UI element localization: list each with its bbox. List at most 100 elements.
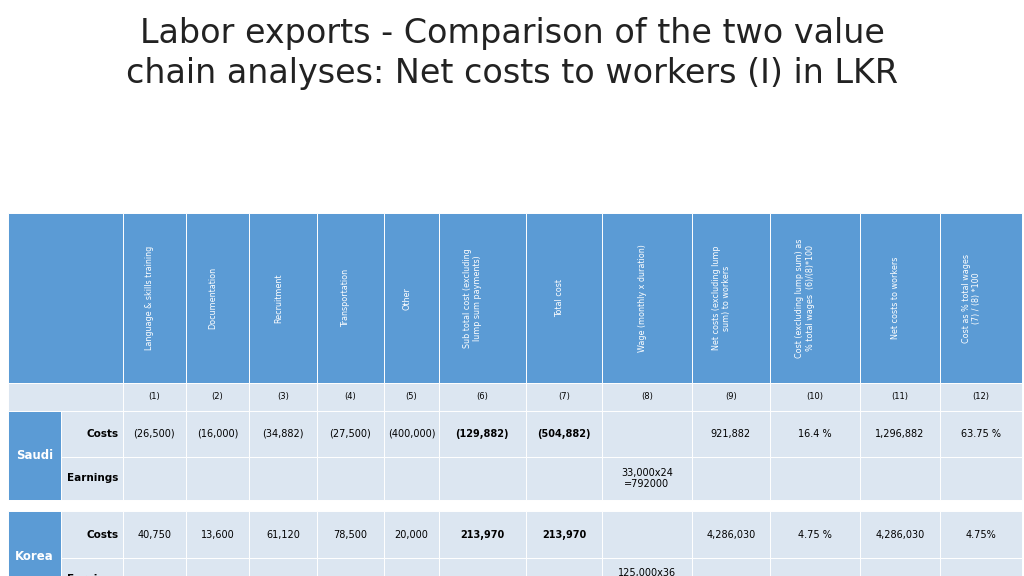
Bar xyxy=(602,500,691,511)
Bar xyxy=(691,558,770,576)
Bar xyxy=(60,457,123,500)
Bar xyxy=(602,457,691,500)
Bar xyxy=(859,511,940,558)
Text: (3): (3) xyxy=(276,392,289,401)
Bar xyxy=(770,511,859,558)
Bar xyxy=(123,383,186,411)
Text: (12): (12) xyxy=(973,392,989,401)
Bar xyxy=(859,213,940,383)
Bar xyxy=(249,500,316,511)
Bar xyxy=(691,500,770,511)
Bar xyxy=(438,500,526,511)
Text: Net costs (excluding lump
sum) to workers: Net costs (excluding lump sum) to worker… xyxy=(712,246,731,350)
Bar xyxy=(602,213,691,383)
Bar xyxy=(526,500,602,511)
Bar xyxy=(770,411,859,457)
Bar xyxy=(249,213,316,383)
Bar xyxy=(8,383,123,411)
Text: 4.75 %: 4.75 % xyxy=(798,529,831,540)
Bar xyxy=(940,383,1022,411)
Bar xyxy=(770,457,859,500)
Text: 213,970: 213,970 xyxy=(460,529,505,540)
Bar xyxy=(770,500,859,511)
Text: Other: Other xyxy=(402,287,412,309)
Text: Cost as % total wages
(7) / (8) *100: Cost as % total wages (7) / (8) *100 xyxy=(962,253,981,343)
Text: Earnings: Earnings xyxy=(68,473,119,483)
Text: Documentation: Documentation xyxy=(209,267,217,329)
Text: 4,286,030: 4,286,030 xyxy=(707,529,756,540)
Bar xyxy=(8,213,123,383)
Text: (10): (10) xyxy=(806,392,823,401)
Bar xyxy=(940,457,1022,500)
Text: 61,120: 61,120 xyxy=(266,529,300,540)
Bar xyxy=(940,558,1022,576)
Bar xyxy=(123,500,186,511)
Text: 921,882: 921,882 xyxy=(711,429,751,439)
Bar xyxy=(249,411,316,457)
Text: (400,000): (400,000) xyxy=(388,429,435,439)
Text: (9): (9) xyxy=(725,392,737,401)
Bar xyxy=(602,383,691,411)
Text: Sub total cost (excluding
lump sum payments): Sub total cost (excluding lump sum payme… xyxy=(463,248,482,348)
Bar xyxy=(316,383,384,411)
Text: (8): (8) xyxy=(641,392,653,401)
Bar xyxy=(8,511,60,576)
Text: (11): (11) xyxy=(891,392,908,401)
Bar xyxy=(60,411,123,457)
Text: (27,500): (27,500) xyxy=(330,429,372,439)
Bar xyxy=(316,411,384,457)
Bar xyxy=(940,500,1022,511)
Text: Transportation: Transportation xyxy=(341,269,350,327)
Bar xyxy=(60,511,123,558)
Bar xyxy=(60,500,123,511)
Bar xyxy=(691,457,770,500)
Text: 33,000x24
=792000: 33,000x24 =792000 xyxy=(621,468,673,489)
Bar xyxy=(186,383,249,411)
Bar xyxy=(940,213,1022,383)
Bar xyxy=(186,500,249,511)
Text: (34,882): (34,882) xyxy=(262,429,304,439)
Text: (129,882): (129,882) xyxy=(456,429,509,439)
Bar xyxy=(186,213,249,383)
Bar xyxy=(859,457,940,500)
Bar xyxy=(859,411,940,457)
Bar xyxy=(316,511,384,558)
Bar xyxy=(384,213,438,383)
Bar xyxy=(316,500,384,511)
Text: (6): (6) xyxy=(476,392,488,401)
Bar xyxy=(526,383,602,411)
Text: (1): (1) xyxy=(148,392,160,401)
Bar xyxy=(123,411,186,457)
Bar xyxy=(438,457,526,500)
Bar xyxy=(438,511,526,558)
Bar xyxy=(770,383,859,411)
Text: 4.75%: 4.75% xyxy=(966,529,996,540)
Text: Language & skills training: Language & skills training xyxy=(145,246,155,350)
Bar xyxy=(123,457,186,500)
Bar xyxy=(123,511,186,558)
Text: Wage (monthly x duration): Wage (monthly x duration) xyxy=(638,244,647,352)
Bar xyxy=(316,213,384,383)
Bar xyxy=(123,213,186,383)
Bar xyxy=(438,558,526,576)
Text: 213,970: 213,970 xyxy=(542,529,587,540)
Bar xyxy=(384,411,438,457)
Bar xyxy=(770,213,859,383)
Text: 20,000: 20,000 xyxy=(394,529,428,540)
Bar xyxy=(526,511,602,558)
Bar xyxy=(8,411,60,500)
Bar xyxy=(186,558,249,576)
Bar xyxy=(940,511,1022,558)
Bar xyxy=(384,457,438,500)
Text: Costs: Costs xyxy=(86,429,119,439)
Bar xyxy=(249,457,316,500)
Bar xyxy=(384,511,438,558)
Text: (16,000): (16,000) xyxy=(197,429,239,439)
Bar xyxy=(186,457,249,500)
Bar xyxy=(186,511,249,558)
Bar xyxy=(859,383,940,411)
Bar xyxy=(60,558,123,576)
Text: (5): (5) xyxy=(406,392,418,401)
Text: 63.75 %: 63.75 % xyxy=(962,429,1001,439)
Text: 4,286,030: 4,286,030 xyxy=(876,529,925,540)
